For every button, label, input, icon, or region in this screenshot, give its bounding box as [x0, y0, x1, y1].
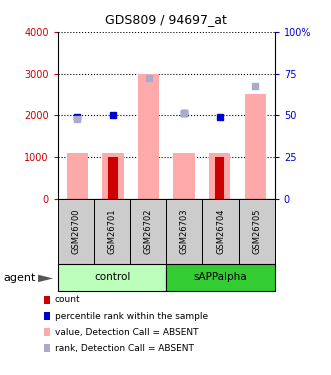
Bar — [58, 264, 166, 291]
Bar — [44, 312, 50, 320]
Text: GSM26701: GSM26701 — [108, 209, 117, 254]
Text: sAPPalpha: sAPPalpha — [194, 273, 247, 282]
Text: rank, Detection Call = ABSENT: rank, Detection Call = ABSENT — [55, 344, 194, 353]
Bar — [166, 199, 203, 264]
Bar — [94, 199, 130, 264]
Polygon shape — [38, 274, 53, 282]
Text: GSM26705: GSM26705 — [252, 209, 261, 254]
Bar — [166, 264, 275, 291]
Bar — [102, 153, 124, 199]
Bar — [239, 199, 275, 264]
Text: GSM26704: GSM26704 — [216, 209, 225, 254]
Bar — [203, 199, 239, 264]
Bar — [209, 153, 230, 199]
Text: value, Detection Call = ABSENT: value, Detection Call = ABSENT — [55, 328, 198, 337]
Bar — [130, 199, 166, 264]
Bar — [138, 74, 159, 199]
Bar — [173, 153, 195, 199]
Text: agent: agent — [3, 273, 36, 283]
Bar — [67, 153, 88, 199]
Text: GSM26700: GSM26700 — [71, 209, 80, 254]
Bar — [58, 199, 94, 264]
Text: GDS809 / 94697_at: GDS809 / 94697_at — [105, 13, 226, 26]
Bar — [108, 157, 118, 199]
Bar — [245, 94, 266, 199]
Bar — [44, 344, 50, 352]
Bar — [44, 328, 50, 336]
Bar — [215, 157, 224, 199]
Text: control: control — [94, 273, 130, 282]
Text: count: count — [55, 296, 80, 304]
Text: GSM26702: GSM26702 — [144, 209, 153, 254]
Bar — [44, 296, 50, 304]
Text: percentile rank within the sample: percentile rank within the sample — [55, 312, 208, 321]
Text: GSM26703: GSM26703 — [180, 209, 189, 254]
